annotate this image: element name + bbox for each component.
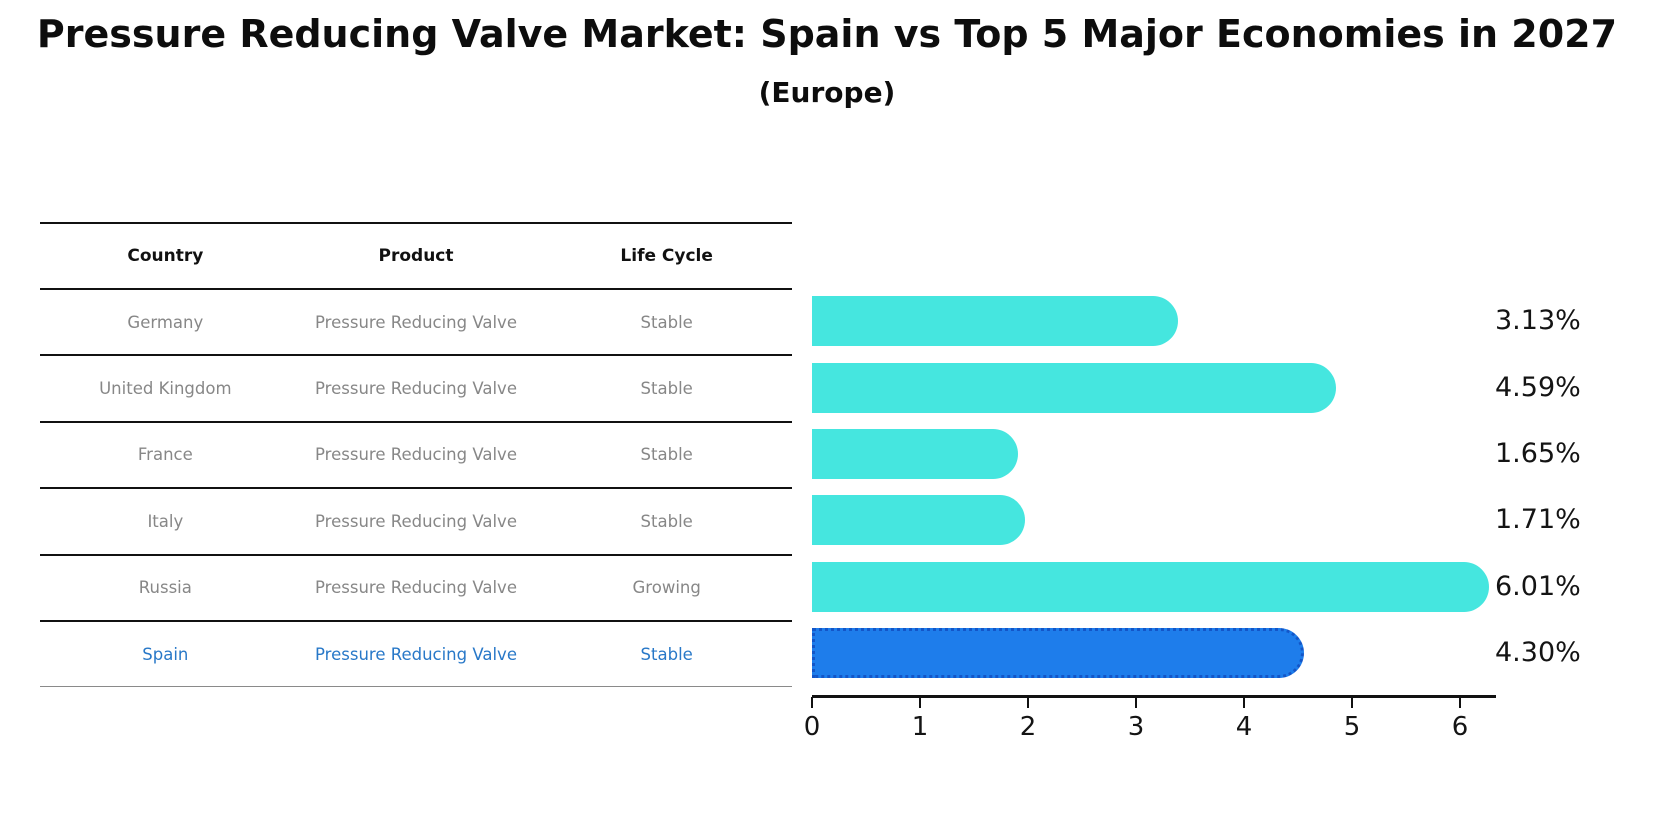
table-cell-product: Pressure Reducing Valve [315,445,517,465]
x-axis-tick [1242,697,1246,708]
table-header-lifecycle: Life Cycle [620,246,713,266]
table-cell-lifecycle: Stable [640,445,693,465]
table-row: Russia Pressure Reducing Valve Growing [40,556,792,622]
figure-title: Pressure Reducing Valve Market: Spain vs… [36,12,1618,56]
value-label: 4.30% [1495,637,1581,669]
bar-france [812,429,1019,479]
table-cell-lifecycle: Growing [632,578,701,598]
table-cell-country: Italy [147,511,184,531]
table-cell-product: Pressure Reducing Valve [315,379,517,399]
bar-united-kingdom [812,362,1336,413]
table-cell-product: Pressure Reducing Valve [315,578,517,598]
table-cell-lifecycle: Stable [640,379,693,399]
x-axis-tick-label: 0 [803,712,821,742]
x-axis-tick [1134,697,1138,708]
table-row: France Pressure Reducing Valve Stable [40,423,792,490]
table-cell-lifecycle: Stable [640,511,693,531]
bar-italy [812,495,1025,546]
table-row: Spain Pressure Reducing Valve Stable [40,622,792,688]
table-row: United Kingdom Pressure Reducing Valve Sta… [40,356,792,423]
x-axis-tick-label: 4 [1235,712,1253,742]
x-axis-tick-label: 3 [1127,712,1145,742]
table-cell-country: Spain [142,644,189,664]
table-cell-lifecycle: Stable [640,644,693,664]
bar-highlight-spain [812,628,1305,679]
x-axis-tick-label: 1 [911,712,929,742]
x-axis-tick [918,697,922,708]
table-body: Germany Pressure Reducing Valve Stable Unit… [40,290,792,688]
x-axis-tick-label: 5 [1343,712,1361,742]
table-cell-product: Pressure Reducing Valve [315,644,517,664]
x-axis-tick [1458,697,1462,708]
table-cell-lifecycle: Stable [640,312,693,332]
value-label: 4.59% [1495,371,1581,403]
x-axis-tick [810,697,814,708]
x-axis-line [812,695,1496,698]
value-label: 3.13% [1495,305,1581,337]
table-cell-country: Germany [127,312,204,332]
table-cell-country: France [137,445,193,465]
bar-russia [812,561,1490,612]
bar-germany [812,296,1179,347]
table-row: Germany Pressure Reducing Valve Stable [40,290,792,357]
table-cell-country: Russia [138,578,192,598]
value-label: 1.71% [1495,504,1581,536]
table-header-country: Country [127,246,204,266]
country-table: Country Product Life Cycle Germany Pressu… [40,222,792,688]
x-axis-tick [1350,697,1354,708]
x-axis-tick [1026,697,1030,708]
table-header-product: Product [378,246,454,266]
figure-subtitle: (Europe) [758,76,896,109]
value-label: 1.65% [1495,438,1581,469]
table-row: Italy Pressure Reducing Valve Stable [40,489,792,556]
value-label: 6.01% [1495,570,1581,602]
x-axis-tick-label: 6 [1451,712,1469,742]
table-header-row: Country Product Life Cycle [40,224,792,290]
table-cell-country: United Kingdom [99,379,232,399]
table-cell-product: Pressure Reducing Valve [315,511,517,531]
x-axis-tick-label: 2 [1019,712,1037,742]
table-cell-product: Pressure Reducing Valve [315,312,517,332]
